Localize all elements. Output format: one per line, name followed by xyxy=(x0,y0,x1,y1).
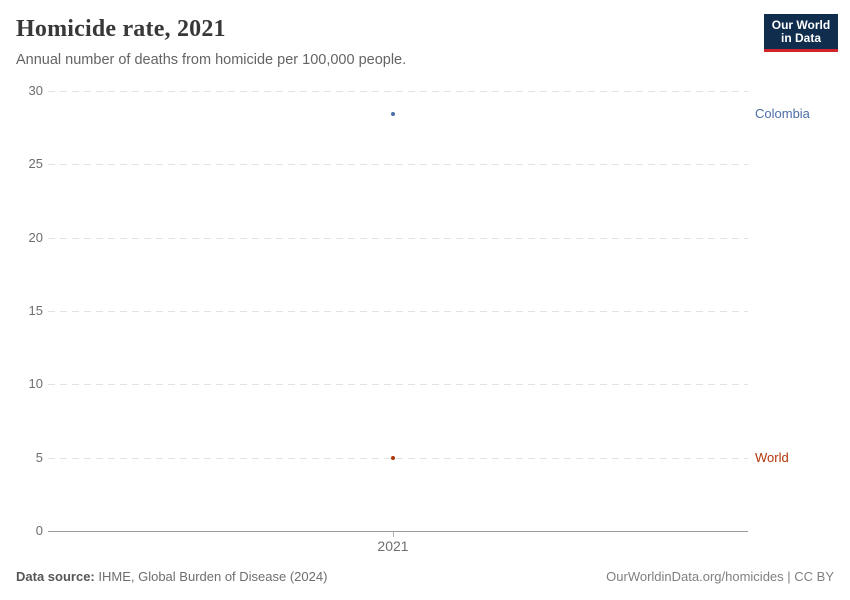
gridline xyxy=(48,91,748,92)
gridline xyxy=(48,311,748,312)
data-source-text: IHME, Global Burden of Disease (2024) xyxy=(98,569,328,584)
gridline xyxy=(48,164,748,166)
y-axis-tick-label: 5 xyxy=(35,449,43,465)
x-axis-tick-mark xyxy=(393,532,394,537)
license-credit: OurWorldinData.org/homicides | CC BY xyxy=(606,569,834,584)
gridline xyxy=(48,237,748,239)
y-axis-tick-label: 10 xyxy=(28,376,43,392)
data-point-world[interactable] xyxy=(391,455,395,460)
owid-logo-line2: in Data xyxy=(780,30,821,45)
owid-logo-line1: Our World xyxy=(771,17,831,32)
y-axis-tick-label: 30 xyxy=(28,83,43,98)
data-source-note: Data source: IHME, Global Burden of Dise… xyxy=(16,569,327,584)
chart-subtitle: Annual number of deaths from homicide pe… xyxy=(16,52,407,68)
data-point-colombia[interactable] xyxy=(391,112,395,117)
chart-footer: Data source: IHME, Global Burden of Dise… xyxy=(16,569,834,584)
series-label-colombia[interactable]: Colombia xyxy=(755,106,810,122)
y-axis-tick-label: 25 xyxy=(28,156,43,172)
gridline xyxy=(48,457,748,459)
y-axis-tick-label: 15 xyxy=(28,303,43,318)
chart-title: Homicide rate, 2021 xyxy=(16,16,226,42)
series-label-world[interactable]: World xyxy=(755,449,789,465)
data-source-label: Data source: xyxy=(16,569,95,584)
y-axis-tick-label: 0 xyxy=(35,523,43,538)
y-axis-tick-label: 20 xyxy=(28,229,43,245)
x-axis-tick-label: 2021 xyxy=(377,538,409,554)
owid-logo[interactable]: Our World in Data xyxy=(764,14,838,52)
gridline xyxy=(48,384,748,386)
x-axis-line xyxy=(48,531,748,532)
